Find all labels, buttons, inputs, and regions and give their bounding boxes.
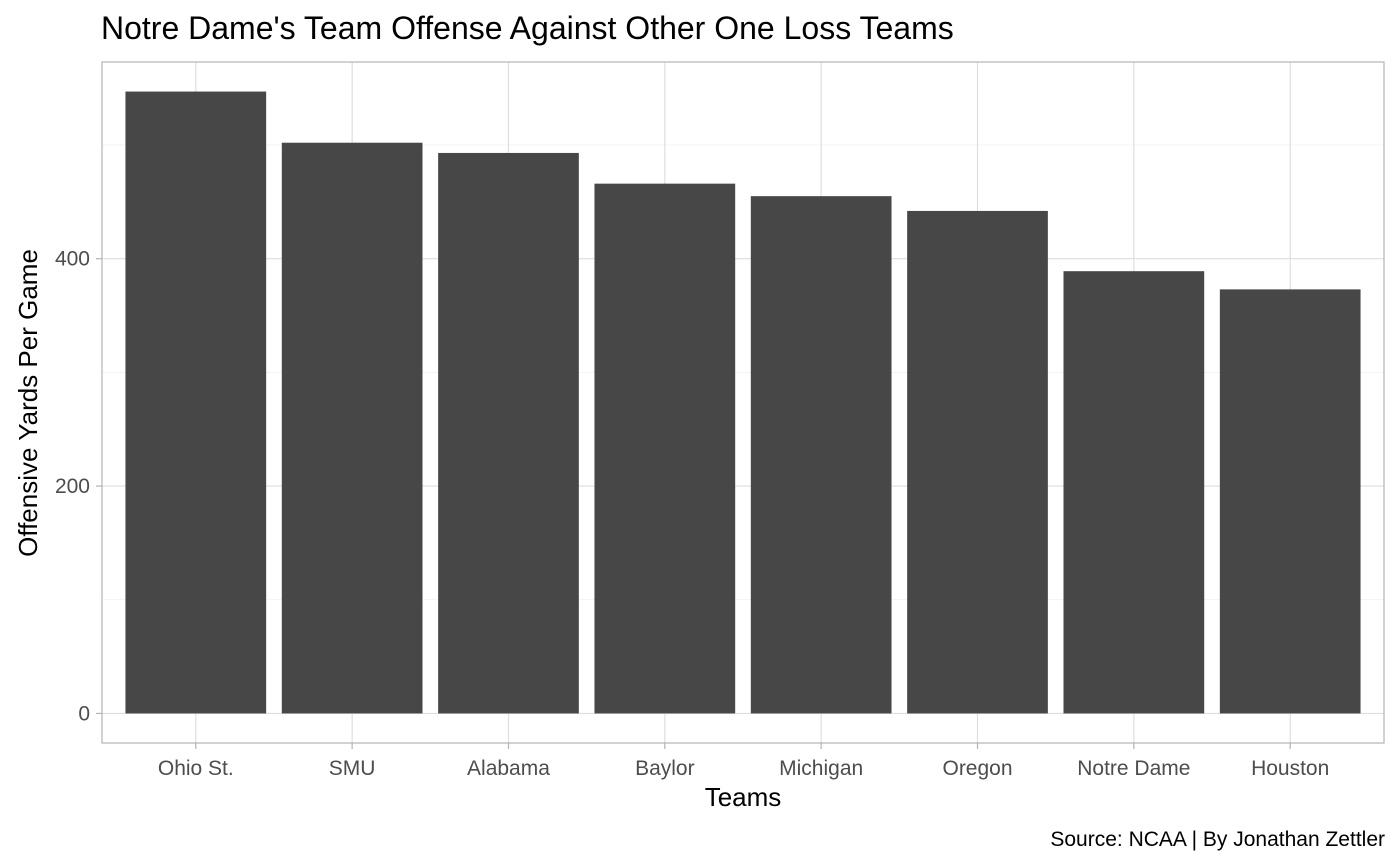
x-tick-label: Houston	[1251, 757, 1329, 780]
caption: Source: NCAA | By Jonathan Zettler	[1050, 828, 1385, 851]
y-tick-label: 0	[78, 702, 90, 725]
y-tick-label: 200	[55, 475, 90, 498]
y-axis-title: Offensive Yards Per Game	[13, 249, 43, 557]
bar-baylor	[594, 183, 736, 714]
x-tick-label: Notre Dame	[1077, 757, 1190, 780]
x-tick-label: Ohio St.	[158, 757, 234, 780]
x-tick-label: SMU	[329, 757, 376, 780]
x-tick-label: Oregon	[942, 757, 1012, 780]
x-axis-title: Teams	[705, 782, 782, 812]
x-tick-label: Michigan	[779, 757, 863, 780]
bar-houston	[1219, 289, 1361, 714]
bars	[125, 91, 1361, 714]
y-axis: 0 200 400	[55, 248, 102, 725]
y-tick-label: 400	[55, 248, 90, 271]
bar-oregon	[907, 210, 1048, 714]
bar-alabama	[438, 152, 579, 714]
bar-smu	[281, 142, 423, 714]
panel-border	[101, 61, 1385, 744]
x-axis: Ohio St. SMU Alabama Baylor Michigan Oregon No…	[158, 743, 1329, 780]
x-tick-label: Baylor	[635, 757, 695, 780]
x-tick-label: Alabama	[467, 757, 550, 780]
bar-notre-dame	[1063, 271, 1205, 714]
bar-michigan	[750, 196, 892, 714]
chart-title: Notre Dame's Team Offense Against Other …	[101, 10, 954, 46]
bar-ohio-st	[125, 91, 267, 714]
